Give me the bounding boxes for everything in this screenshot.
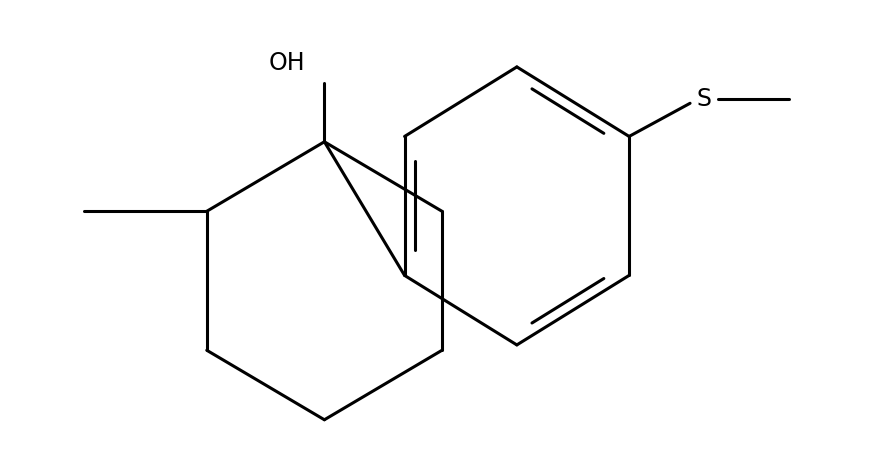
Text: OH: OH	[269, 51, 305, 76]
Text: S: S	[697, 87, 712, 111]
